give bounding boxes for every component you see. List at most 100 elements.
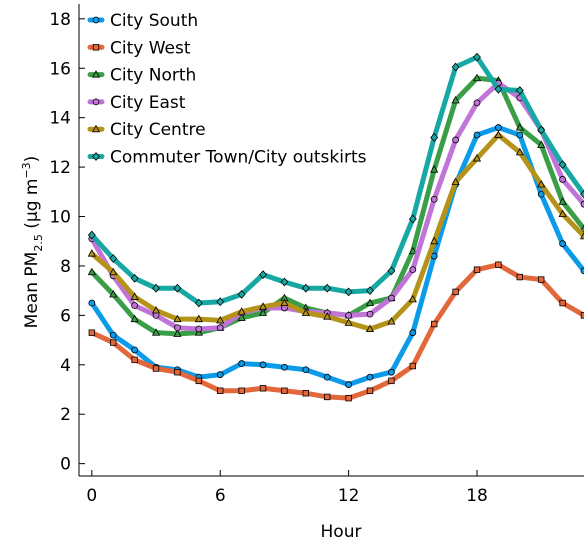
data-point bbox=[302, 390, 310, 397]
legend-label: City South bbox=[110, 11, 198, 31]
data-point bbox=[131, 346, 139, 354]
x-tick-label: 0 bbox=[86, 486, 97, 506]
data-point bbox=[195, 377, 203, 385]
data-point bbox=[515, 147, 524, 156]
data-point bbox=[430, 133, 439, 142]
data-point bbox=[366, 373, 374, 381]
data-point bbox=[559, 299, 566, 307]
data-point bbox=[365, 298, 375, 307]
legend: City South City West City North City East Ci… bbox=[87, 11, 367, 168]
y-tick-label: 2 bbox=[60, 405, 71, 425]
data-point bbox=[238, 387, 245, 394]
data-point bbox=[237, 307, 246, 315]
data-point bbox=[365, 324, 375, 332]
legend-item: City South bbox=[87, 11, 198, 31]
y-tick-label: 4 bbox=[60, 356, 71, 376]
legend-label: City Centre bbox=[110, 120, 206, 140]
legend-marker bbox=[91, 124, 101, 133]
legend-marker bbox=[92, 98, 100, 106]
data-point bbox=[323, 312, 332, 320]
axes-layer: 0 2 4 6 8 10 12 14 16 18 0 6 12 18 bbox=[49, 4, 584, 506]
data-point bbox=[387, 317, 396, 325]
y-tick-label: 12 bbox=[49, 158, 71, 178]
series-line bbox=[89, 262, 584, 401]
data-point bbox=[537, 179, 546, 188]
data-point bbox=[109, 254, 118, 263]
data-point bbox=[88, 329, 96, 336]
y-tick-label: 14 bbox=[49, 109, 71, 129]
data-point bbox=[408, 246, 417, 255]
data-point bbox=[537, 140, 546, 148]
data-point bbox=[302, 366, 310, 374]
data-point bbox=[451, 177, 460, 185]
legend-label: City East bbox=[110, 93, 186, 113]
x-tick-label: 18 bbox=[466, 486, 488, 506]
data-point bbox=[431, 320, 438, 328]
data-point bbox=[173, 283, 182, 293]
data-point bbox=[174, 324, 181, 332]
data-point bbox=[323, 283, 332, 293]
data-point bbox=[131, 356, 138, 364]
data-point bbox=[366, 286, 374, 296]
data-point bbox=[559, 240, 567, 248]
legend-item: Commuter Town/City outskirts bbox=[87, 148, 367, 168]
series-city-centre bbox=[87, 130, 584, 332]
data-point bbox=[580, 312, 584, 319]
data-point bbox=[409, 362, 417, 370]
y-tick-label: 0 bbox=[60, 455, 71, 475]
data-point bbox=[345, 311, 353, 319]
data-point bbox=[580, 267, 584, 275]
data-point bbox=[130, 292, 139, 300]
legend-marker bbox=[92, 16, 100, 24]
data-point bbox=[473, 99, 481, 107]
data-point bbox=[538, 276, 545, 283]
data-point bbox=[216, 324, 224, 332]
legend-label: City West bbox=[110, 38, 191, 58]
data-point bbox=[344, 318, 353, 326]
data-point bbox=[366, 310, 374, 318]
legend-marker bbox=[92, 152, 100, 161]
data-point bbox=[280, 298, 289, 307]
data-point bbox=[430, 236, 439, 245]
data-point bbox=[430, 165, 439, 173]
data-point bbox=[194, 314, 203, 323]
y-axis-title-subscript: 2.5 bbox=[32, 234, 45, 252]
data-point bbox=[216, 315, 225, 324]
y-tick-label: 8 bbox=[60, 257, 71, 277]
data-point bbox=[151, 305, 161, 314]
x-tick-label: 6 bbox=[215, 486, 226, 506]
y-axis-title: Mean PM2.5 (μg m−3) bbox=[20, 156, 45, 329]
series-commuter-town-city-outskirts bbox=[87, 52, 584, 308]
data-point bbox=[109, 289, 118, 298]
data-point bbox=[515, 86, 524, 95]
data-point bbox=[259, 385, 267, 392]
data-point bbox=[195, 325, 203, 333]
data-point bbox=[174, 369, 181, 376]
data-point bbox=[109, 267, 118, 276]
data-point bbox=[387, 266, 396, 276]
legend-label: City North bbox=[110, 66, 196, 86]
data-point bbox=[324, 393, 331, 401]
data-point bbox=[151, 328, 161, 336]
legend-item: City North bbox=[87, 66, 196, 86]
y-tick-label: 10 bbox=[49, 208, 71, 228]
data-point bbox=[301, 308, 310, 316]
y-axis-title-close: ) bbox=[22, 156, 42, 163]
y-tick-label: 18 bbox=[49, 10, 71, 30]
data-point bbox=[344, 287, 353, 297]
data-point bbox=[452, 136, 460, 144]
data-point bbox=[580, 189, 584, 199]
series-city-west bbox=[88, 261, 584, 402]
data-point bbox=[473, 266, 481, 273]
data-point bbox=[259, 361, 267, 369]
data-point bbox=[130, 273, 139, 283]
data-point bbox=[237, 313, 246, 321]
data-point bbox=[259, 270, 267, 279]
data-point bbox=[473, 52, 481, 62]
y-axis-title-main: Mean PM bbox=[22, 252, 42, 329]
data-point bbox=[558, 197, 567, 205]
legend-item: City Centre bbox=[87, 120, 206, 140]
data-point bbox=[537, 125, 546, 135]
data-point bbox=[281, 387, 288, 394]
